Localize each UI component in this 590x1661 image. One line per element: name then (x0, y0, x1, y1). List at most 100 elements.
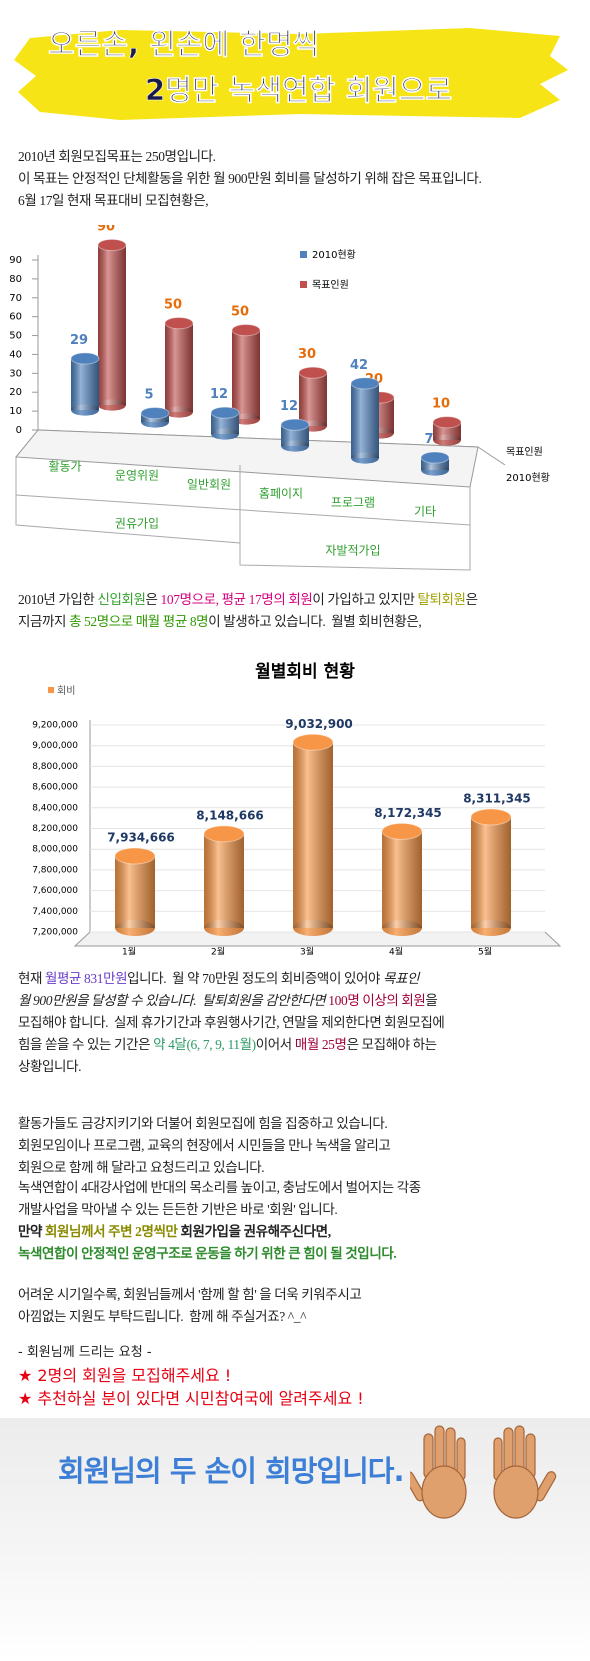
text-run: 어려운 시기일수록, 회원님들께서 '함께 할 힘' 을 더욱 키워주시고 아낌… (18, 1287, 362, 1324)
depth-label: 2010현황 (506, 472, 550, 484)
text-run: 녹색연합이 4대강사업에 반대의 목소리를 높이고, 충남도에서 벌어지는 각종… (18, 1180, 421, 1217)
text-run: 월평균 831만원 (45, 971, 128, 986)
bar-top (280, 418, 310, 431)
request-item: ★ 추천하실 분이 있다면 시민참여국에 알려주세요 ! (18, 1389, 364, 1408)
header-line: 오른손, 왼손에 한명씩 (48, 27, 319, 61)
header-line: 2명만 녹색연합 회원으로 (145, 73, 452, 107)
text-run: 신입회원 (97, 592, 146, 607)
chart: 월별회비 현황 7,200,000 7,400,000 7,600,000 7,800,… (32, 662, 562, 958)
bar-top (420, 451, 450, 464)
label-box (15, 457, 471, 571)
bar (210, 406, 240, 440)
bar-bottom-shade (204, 920, 244, 936)
slogan: 회원님의 두 손이 희망입니다. (58, 1454, 404, 1488)
bar-shine (71, 358, 99, 410)
value-label: 42 (350, 358, 368, 373)
bar-top (381, 822, 423, 840)
bar (97, 238, 127, 411)
text-run: 총 52명으로 매월 평균 8명 (69, 614, 209, 629)
y-tick-label: 40 (9, 349, 22, 360)
paragraph: 녹색연합이 4대강사업에 반대의 목소리를 높이고, 충남도에서 벌어지는 각종… (18, 1177, 583, 1265)
bar-top (203, 825, 245, 843)
text-run: 은 지금까지 (18, 592, 478, 629)
bar-shine (115, 855, 155, 928)
bar-bottom-shade (351, 452, 379, 464)
value-label: 90 (97, 225, 115, 235)
text-run: 이어서 (255, 1037, 295, 1052)
x-tick-label: 1월 (122, 946, 136, 958)
text-run: 목표인 월 900만원을 달성할 수 있습니다. 탈퇴회원을 감안한다면 (18, 971, 420, 1008)
text-run: 2010년 회원모집목표는 250명입니다. 이 목표는 안정적인 단체활동을 … (18, 149, 482, 208)
bar-top (97, 238, 127, 252)
y-tick-label: 30 (9, 368, 22, 379)
value-label: 8,148,666 (196, 808, 264, 822)
chart-title: 월별회비 현황 (255, 662, 355, 682)
bar (164, 317, 194, 418)
bar-shine (165, 323, 193, 412)
bar (140, 407, 170, 428)
hands-icon (410, 1425, 557, 1519)
value-label: 29 (70, 333, 88, 348)
value-label: 5 (144, 388, 153, 403)
y-tick-label: 8,600,000 (32, 783, 78, 793)
text-run: 약 4달(6, 7, 9, 11월) (153, 1037, 256, 1052)
bar (350, 377, 380, 464)
y-tick-label: 9,000,000 (32, 741, 78, 751)
bar-top (164, 317, 194, 330)
text-run: 이 가입하고 있지만 (312, 592, 418, 607)
paragraph: 2010년 가입한 신입회원은 107명으로, 평균 17명의 회원이 가입하고… (18, 589, 583, 633)
depth-edge (477, 446, 506, 466)
category-label: 프로그램 (331, 496, 375, 510)
text-run: 매월 25명 (294, 1037, 347, 1052)
bar-top (231, 324, 261, 337)
bar-shine (299, 372, 327, 426)
value-label: 30 (298, 347, 316, 362)
value-label: 12 (210, 387, 228, 402)
y-tick-label: 70 (9, 293, 22, 304)
bar-bottom-shade (211, 428, 239, 440)
paragraph: 현재 월평균 831만원입니다. 월 약 70만원 정도의 회비증액이 있어야 … (18, 968, 583, 1078)
text-run: 107명으로, 평균 17명의 회원 (160, 592, 313, 607)
hand (493, 1425, 557, 1519)
bar-shine (351, 383, 379, 458)
bar-shine (232, 330, 260, 419)
value-label: 7,934,666 (107, 830, 175, 844)
legend-label: 목표인원 (312, 279, 349, 291)
text-run: 만약 (18, 1224, 46, 1239)
bar (203, 825, 245, 936)
legend-swatch (300, 251, 307, 258)
bar (470, 808, 512, 936)
x-tick-label: 3월 (300, 946, 314, 958)
bar-shine (293, 742, 333, 928)
bar-bottom-shade (382, 920, 422, 936)
text-run: 을 모집해야 합니다. 실제 휴가기간과 후원행사기간, 연말을 제외한다면 회… (18, 993, 445, 1052)
bar-top (70, 352, 100, 365)
bar-bottom-shade (433, 434, 461, 446)
bar-top (114, 847, 156, 865)
text-run: 현재 (18, 971, 46, 986)
value-label: 8,172,345 (374, 806, 442, 820)
legend-label: 회비 (57, 685, 75, 697)
y-tick-label: 8,800,000 (32, 762, 78, 772)
text-run: 활동가들도 금강지키기와 더불어 회원모집에 힘을 집중하고 있습니다. 회원모… (18, 1116, 391, 1175)
bar (432, 416, 462, 446)
category-label: 운영위원 (115, 469, 159, 483)
group-label: 권유가입 (115, 517, 159, 531)
header: 오른손, 왼손에 한명씩 2명만 녹색연합 회원으로 (14, 27, 568, 120)
bar-bottom-shade (71, 404, 99, 416)
x-tick-label: 5월 (478, 946, 492, 958)
bar (70, 352, 100, 416)
bar-top (210, 406, 240, 419)
legend-swatch (300, 281, 307, 288)
y-tick-label: 7,200,000 (32, 928, 78, 938)
value-label: 12 (280, 399, 298, 414)
y-tick-label: 8,200,000 (32, 824, 78, 834)
bar-shine (471, 816, 511, 928)
row-divider (15, 494, 471, 526)
text-run: 회원가입을 권유해주신다면, (180, 1224, 331, 1239)
y-tick-label: 8,400,000 (32, 803, 78, 813)
paragraph: 활동가들도 금강지키기와 더불어 회원모집에 힘을 집중하고 있습니다. 회원모… (18, 1113, 583, 1179)
value-label: 7 (424, 432, 433, 447)
bar-shine (204, 833, 244, 928)
